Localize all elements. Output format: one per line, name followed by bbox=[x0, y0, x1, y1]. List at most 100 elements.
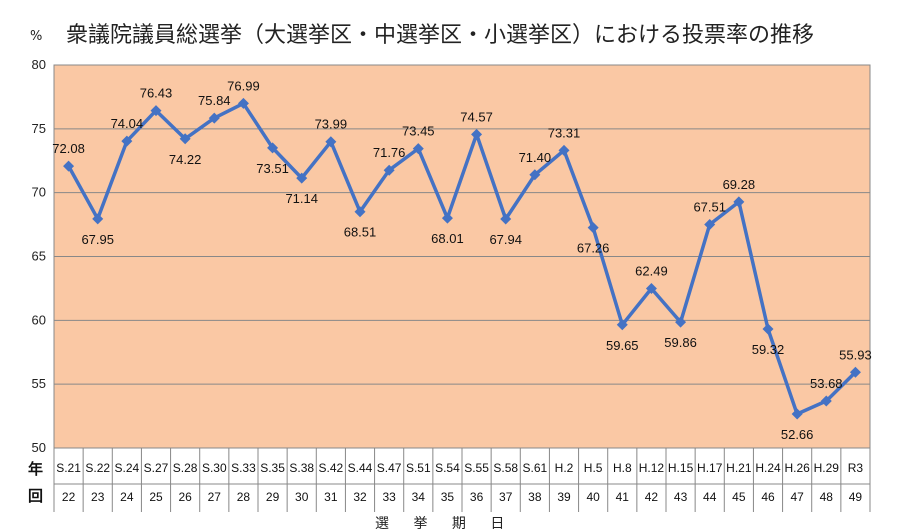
x-axis-table: S.21 S.22 S.24 S.27 S.28 S.30 S.33 S.35 S.38 S.42… bbox=[53, 448, 871, 512]
data-point bbox=[325, 136, 337, 148]
data-value-label: 67.95 bbox=[81, 232, 114, 247]
x-tick-year: H.29 bbox=[814, 461, 840, 475]
x-tick-year: S.54 bbox=[435, 461, 460, 475]
data-value-label: 75.84 bbox=[198, 93, 231, 108]
data-value-label: 76.43 bbox=[140, 86, 173, 101]
data-point bbox=[500, 213, 512, 225]
x-tick-session: 35 bbox=[441, 490, 455, 504]
data-point bbox=[587, 222, 599, 234]
data-value-label: 74.22 bbox=[169, 152, 202, 167]
x-tick-year: S.28 bbox=[173, 461, 198, 475]
data-value-label: 71.40 bbox=[519, 150, 552, 165]
data-value-label: 76.99 bbox=[227, 78, 260, 93]
x-tick-year: H.21 bbox=[726, 461, 752, 475]
x-tick-year: S.51 bbox=[406, 461, 431, 475]
chart-title: 衆議院議員総選挙（大選挙区・中選挙区・小選挙区）における投票率の推移 bbox=[66, 23, 814, 48]
data-point bbox=[791, 408, 803, 420]
data-point bbox=[616, 319, 628, 331]
y-tick-label: 50 bbox=[32, 440, 46, 455]
data-point bbox=[558, 144, 570, 156]
x-tick-session: 41 bbox=[616, 490, 630, 504]
x-tick-year: S.30 bbox=[202, 461, 227, 475]
data-value-label: 74.57 bbox=[460, 109, 493, 124]
x-tick-session: 40 bbox=[586, 490, 600, 504]
data-value-label: 69.28 bbox=[723, 177, 756, 192]
x-tick-year: S.61 bbox=[523, 461, 548, 475]
data-point bbox=[471, 128, 483, 140]
x-tick-year: S.42 bbox=[319, 461, 344, 475]
data-point bbox=[529, 169, 541, 181]
y-unit-label: % bbox=[30, 29, 42, 44]
data-markers bbox=[63, 97, 861, 420]
x-tick-year: S.33 bbox=[231, 461, 256, 475]
x-tick-session: 38 bbox=[528, 490, 542, 504]
x-tick-session: 32 bbox=[353, 490, 367, 504]
data-value-label: 71.76 bbox=[373, 145, 406, 160]
x-tick-session: 33 bbox=[382, 490, 396, 504]
y-tick-label: 55 bbox=[32, 376, 46, 391]
data-point bbox=[820, 395, 832, 407]
x-tick-session: 25 bbox=[149, 490, 163, 504]
data-value-label: 74.04 bbox=[111, 116, 144, 131]
x-tick-session: 27 bbox=[208, 490, 222, 504]
x-tick-year: S.58 bbox=[493, 461, 518, 475]
x-tick-year: S.55 bbox=[464, 461, 489, 475]
x-tick-year: H.2 bbox=[555, 461, 574, 475]
x-tick-session: 23 bbox=[91, 490, 105, 504]
x-tick-year: H.15 bbox=[668, 461, 694, 475]
x-axis-title: 選 挙 期 日 bbox=[375, 516, 514, 529]
y-tick-label: 65 bbox=[32, 249, 46, 264]
data-point bbox=[179, 133, 191, 145]
x-tick-year: S.21 bbox=[56, 461, 81, 475]
data-value-label: 59.65 bbox=[606, 338, 639, 353]
y-axis-ticks: 50 55 60 65 70 75 80 bbox=[32, 57, 46, 455]
x-tick-year: S.38 bbox=[289, 461, 314, 475]
data-point bbox=[296, 172, 308, 184]
turnout-series-line bbox=[67, 101, 857, 416]
x-tick-session: 46 bbox=[761, 490, 775, 504]
x-tick-session: 45 bbox=[732, 490, 746, 504]
x-tick-session: 22 bbox=[62, 490, 76, 504]
x-tick-session: 31 bbox=[324, 490, 338, 504]
x-tick-year: H.5 bbox=[584, 461, 603, 475]
y-tick-label: 60 bbox=[32, 312, 46, 327]
data-value-label: 67.94 bbox=[489, 232, 522, 247]
data-point bbox=[150, 105, 162, 117]
data-point bbox=[675, 316, 687, 328]
x-tick-session: 28 bbox=[237, 490, 251, 504]
data-value-label: 55.93 bbox=[839, 347, 872, 362]
data-point bbox=[762, 323, 774, 335]
data-point bbox=[237, 97, 249, 109]
x-tick-session: 30 bbox=[295, 490, 309, 504]
x-tick-session: 37 bbox=[499, 490, 513, 504]
x-tick-year: R3 bbox=[848, 461, 864, 475]
x-tick-year: H.8 bbox=[613, 461, 632, 475]
data-value-label: 73.45 bbox=[402, 124, 435, 139]
data-point bbox=[121, 135, 133, 147]
x-tick-session: 47 bbox=[790, 490, 804, 504]
x-tick-year: H.26 bbox=[784, 461, 810, 475]
data-value-label: 71.14 bbox=[285, 191, 318, 206]
data-value-label: 59.86 bbox=[664, 335, 697, 350]
data-point bbox=[383, 164, 395, 176]
data-point bbox=[645, 283, 657, 295]
x-tick-year: S.22 bbox=[85, 461, 110, 475]
data-point bbox=[849, 366, 861, 378]
data-value-label: 68.01 bbox=[431, 231, 464, 246]
x-tick-year: S.44 bbox=[348, 461, 373, 475]
gridlines bbox=[54, 64, 870, 449]
y-tick-label: 70 bbox=[32, 185, 46, 200]
x-tick-session: 48 bbox=[820, 490, 834, 504]
data-point bbox=[92, 213, 104, 225]
data-point bbox=[354, 206, 366, 218]
data-point bbox=[208, 112, 220, 124]
y-tick-label: 75 bbox=[32, 121, 46, 136]
x-tick-session: 43 bbox=[674, 490, 688, 504]
x-tick-session: 42 bbox=[645, 490, 659, 504]
x-tick-year: S.35 bbox=[260, 461, 285, 475]
data-value-label: 52.66 bbox=[781, 427, 814, 442]
data-point bbox=[267, 142, 279, 154]
x-tick-year: H.12 bbox=[639, 461, 665, 475]
year-row-header: 年 bbox=[28, 460, 43, 478]
